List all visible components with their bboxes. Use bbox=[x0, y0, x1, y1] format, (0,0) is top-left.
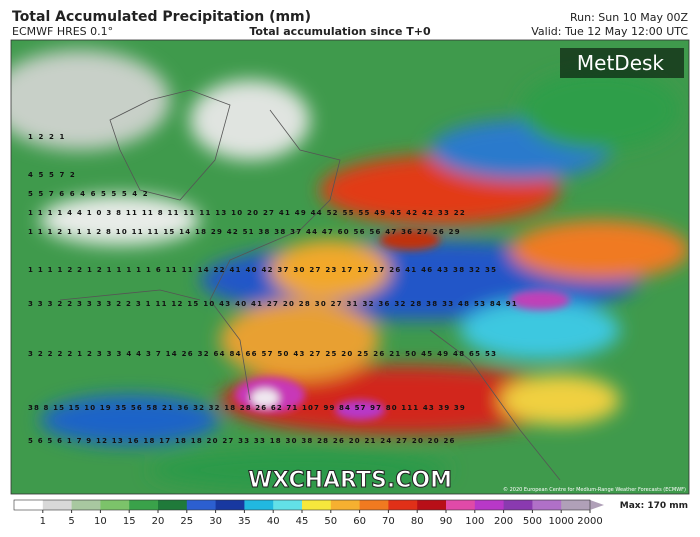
grid-value-row: 1 1 1 1 4 4 1 0 3 8 11 11 8 11 11 11 13 … bbox=[28, 209, 465, 217]
colorbar-label: 100 bbox=[465, 516, 484, 527]
grid-value-row: 1 2 2 1 bbox=[28, 133, 65, 141]
colorbar-swatch bbox=[71, 500, 101, 510]
colorbar-swatch bbox=[186, 500, 217, 510]
colorbar-label: 1 bbox=[40, 516, 46, 527]
run: Run: Sun 10 May 00Z bbox=[570, 11, 688, 24]
colorbar-swatch bbox=[244, 500, 274, 510]
grid-value-row: 3 3 3 2 2 3 3 3 3 2 2 3 1 11 12 15 10 43… bbox=[28, 300, 517, 308]
grid-value-row: 5 6 5 6 1 7 9 12 13 16 18 17 18 18 20 27… bbox=[28, 437, 455, 445]
valid: Valid: Tue 12 May 12:00 UTC bbox=[531, 25, 688, 38]
colorbar-label: 45 bbox=[296, 516, 309, 527]
colorbar-label: 90 bbox=[440, 516, 453, 527]
colorbar-label: 500 bbox=[523, 516, 542, 527]
colorbar-label: 80 bbox=[411, 516, 424, 527]
grid-labels: 1 2 2 1 4 5 5 7 2 5 5 7 6 6 4 6 5 5 5 4 2 1… bbox=[28, 133, 517, 445]
subtitle: Total accumulation since T+0 bbox=[249, 25, 431, 38]
colorbar-swatch bbox=[561, 500, 591, 510]
colorbar-swatch bbox=[42, 500, 73, 510]
title: Total Accumulated Precipitation (mm) bbox=[12, 9, 311, 25]
model: ECMWF HRES 0.1° bbox=[12, 25, 113, 38]
colorbar-label: 15 bbox=[123, 516, 136, 527]
colorbar-swatch bbox=[273, 500, 303, 510]
colorbar-label: 5 bbox=[68, 516, 74, 527]
watermark: WXCHARTS.COM bbox=[248, 468, 452, 493]
colorbar-swatch bbox=[474, 500, 505, 510]
copyright: © 2020 European Centre for Medium-Range … bbox=[503, 486, 686, 493]
logo: MetDesk bbox=[560, 48, 684, 78]
colorbar-swatch bbox=[417, 500, 447, 510]
grid-value-row: 4 5 5 7 2 bbox=[28, 171, 75, 179]
colorbar-arrow bbox=[590, 500, 604, 510]
colorbar-swatch bbox=[359, 500, 389, 510]
colorbar-label: 40 bbox=[267, 516, 280, 527]
precip-field bbox=[11, 40, 689, 494]
colorbar-swatch bbox=[388, 500, 418, 510]
colorbar-swatch bbox=[14, 500, 44, 510]
grid-value-row: 38 8 15 15 10 19 35 56 58 21 36 32 32 18… bbox=[28, 404, 465, 412]
colorbar-swatch bbox=[302, 500, 332, 510]
colorbar-label: 50 bbox=[324, 516, 337, 527]
colorbar-swatch bbox=[330, 500, 361, 510]
colorbar-swatch bbox=[215, 500, 245, 510]
grid-value-row: 1 1 1 2 1 1 1 2 8 10 11 11 15 14 18 29 4… bbox=[28, 228, 460, 236]
colorbar-label: 60 bbox=[353, 516, 366, 527]
colorbar-label: 1000 bbox=[548, 516, 573, 527]
colorbar-label: 200 bbox=[494, 516, 513, 527]
logo-text: MetDesk bbox=[577, 51, 665, 75]
colorbar-swatch bbox=[503, 500, 533, 510]
grid-value-row: 5 5 7 6 6 4 6 5 5 5 4 2 bbox=[28, 190, 148, 198]
colorbar-swatch bbox=[100, 500, 130, 510]
colorbar-swatch bbox=[129, 500, 159, 510]
colorbar: 1 5 10 15 20 25 30 35 40 45 50 60 70 80 90 100 200 500 100… bbox=[13, 499, 604, 527]
colorbar-label: 30 bbox=[209, 516, 222, 527]
colorbar-label: 70 bbox=[382, 516, 395, 527]
colorbar-label: 20 bbox=[152, 516, 165, 527]
colorbar-label: 35 bbox=[238, 516, 251, 527]
max-label: Max: 170 mm bbox=[620, 501, 688, 511]
colorbar-swatch bbox=[532, 500, 562, 510]
colorbar-swatch bbox=[158, 500, 188, 510]
colorbar-swatch bbox=[446, 500, 476, 510]
colorbar-label: 10 bbox=[94, 516, 107, 527]
colorbar-label: 25 bbox=[180, 516, 193, 527]
colorbar-label: 2000 bbox=[577, 516, 602, 527]
grid-value-row: 3 2 2 2 2 1 2 3 3 3 4 4 3 7 14 26 32 64 … bbox=[28, 350, 496, 358]
grid-value-row: 1 1 1 1 2 2 1 2 1 1 1 1 1 6 11 11 14 22 … bbox=[28, 266, 496, 274]
